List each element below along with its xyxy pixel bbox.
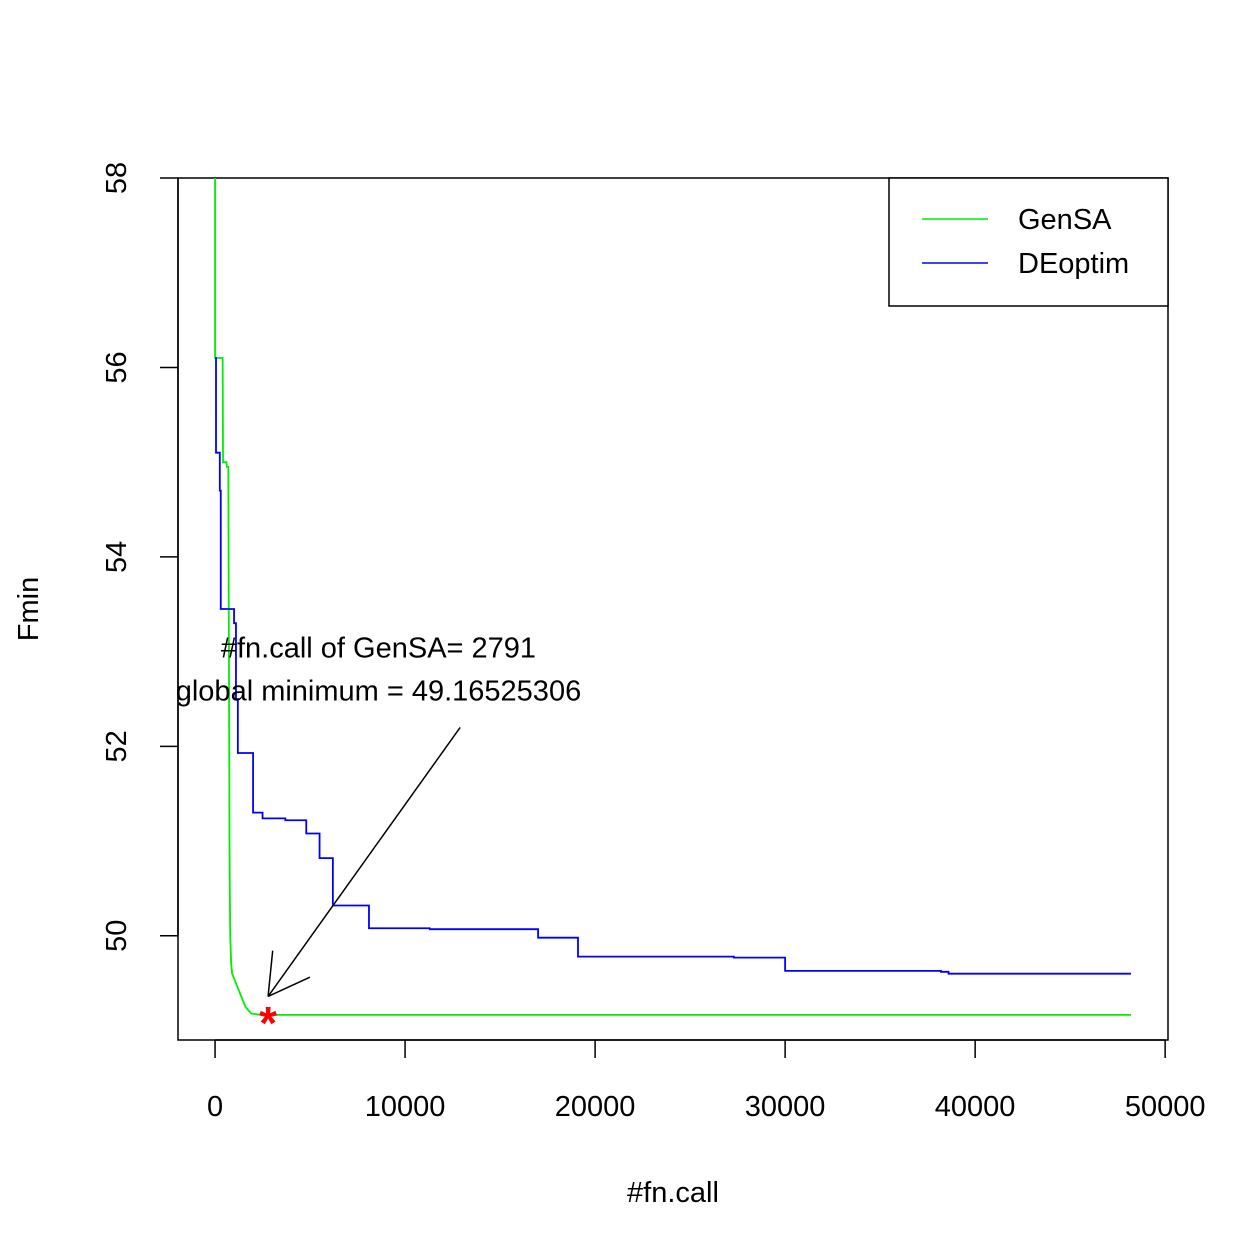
x-tick-label: 30000: [745, 1091, 826, 1123]
x-tick-label: 20000: [555, 1091, 636, 1123]
series-line-deoptim: [215, 357, 1131, 975]
x-tick-label: 40000: [935, 1091, 1016, 1123]
series-line-gensa: [214, 178, 1131, 1016]
arrow-head: [267, 976, 311, 998]
annotation-arrow: [267, 726, 461, 998]
legend: GenSA DEoptim: [888, 177, 1169, 307]
legend-label-gensa: GenSA: [1018, 204, 1112, 236]
annotation: #fn.call of GenSA= 2791 global minimum =…: [176, 633, 581, 998]
legend-label-deoptim: DEoptim: [1018, 248, 1129, 280]
x-tick-label: 10000: [365, 1091, 446, 1123]
y-tick-label: 52: [101, 730, 133, 762]
global-minimum-marker: *: [259, 997, 277, 1049]
x-axis: 0 10000 20000 30000 40000 50000: [207, 1039, 1206, 1123]
annotation-line-1: #fn.call of GenSA= 2791: [221, 633, 536, 665]
annotation-line-2: global minimum = 49.16525306: [176, 676, 581, 708]
y-axis-label: Fmin: [13, 577, 45, 641]
arrow-shaft: [267, 726, 461, 997]
y-tick-label: 50: [101, 920, 133, 952]
arrow-head: [267, 950, 274, 997]
x-axis-label: #fn.call: [627, 1177, 719, 1209]
y-tick-label: 54: [101, 541, 133, 573]
series-layer: [214, 178, 1131, 1016]
y-axis: 50 52 54 56 58: [101, 162, 179, 952]
y-tick-label: 58: [101, 162, 133, 194]
x-tick-label: 0: [207, 1091, 223, 1123]
legend-box: [888, 177, 1169, 307]
x-tick-label: 50000: [1125, 1091, 1206, 1123]
y-tick-label: 56: [101, 351, 133, 383]
